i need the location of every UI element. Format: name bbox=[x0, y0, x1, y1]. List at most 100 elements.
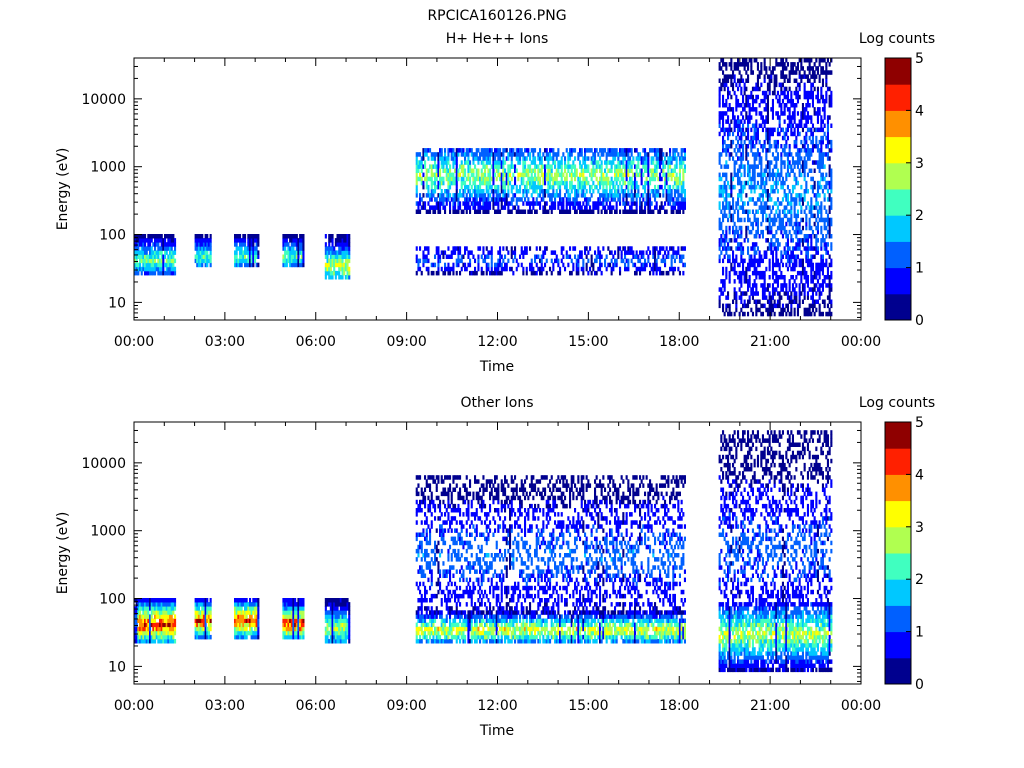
spectrogram-cell bbox=[542, 205, 545, 210]
spectrogram-cell bbox=[605, 189, 608, 194]
spectrogram-cell bbox=[435, 205, 438, 210]
spectrogram-cell bbox=[595, 160, 598, 165]
spectrogram-cell bbox=[464, 160, 467, 165]
spectrogram-cell bbox=[590, 176, 593, 182]
spectrogram-cell bbox=[617, 160, 620, 165]
spectrogram-cell bbox=[140, 242, 143, 247]
spectrogram-cell bbox=[452, 193, 455, 198]
spectrogram-cell bbox=[204, 254, 207, 259]
spectrogram-cell bbox=[728, 193, 731, 198]
spectrogram-cell bbox=[650, 189, 653, 194]
spectrogram-cell bbox=[745, 225, 748, 231]
spectrogram-cell bbox=[803, 107, 806, 112]
spectrogram-cell bbox=[539, 201, 542, 206]
spectrogram-cell bbox=[234, 234, 237, 239]
spectrogram-cell bbox=[527, 201, 530, 206]
spectrogram-cell bbox=[160, 250, 163, 255]
spectrogram-cell bbox=[765, 168, 768, 173]
spectrogram-cell bbox=[500, 184, 503, 190]
spectrogram-cell bbox=[826, 180, 829, 186]
spectrogram-cell bbox=[549, 156, 552, 161]
spectrogram-cell bbox=[257, 250, 260, 255]
spectrogram-cell bbox=[635, 168, 638, 173]
spectrogram-cell bbox=[579, 254, 582, 259]
spectrogram-cell bbox=[677, 189, 680, 194]
spectrogram-cell bbox=[534, 254, 537, 259]
spectrogram-cell bbox=[290, 254, 293, 259]
spectrogram-cell bbox=[290, 234, 293, 239]
spectrogram-cell bbox=[569, 164, 572, 169]
spectrogram-cell bbox=[602, 152, 605, 157]
spectrogram-cell bbox=[751, 291, 754, 296]
spectrogram-cell bbox=[678, 209, 681, 214]
spectrogram-cell bbox=[810, 148, 813, 153]
spectrogram-cell bbox=[816, 270, 819, 276]
spectrogram-cell bbox=[517, 152, 520, 157]
spectrogram-cell bbox=[247, 262, 250, 268]
spectrogram-cell bbox=[534, 189, 537, 194]
spectrogram-cell bbox=[235, 238, 238, 243]
spectrogram-cell bbox=[634, 209, 637, 214]
spectrogram-cell bbox=[495, 266, 498, 272]
spectrogram-cell bbox=[723, 283, 726, 288]
spectrogram-cell bbox=[487, 266, 490, 272]
spectrogram-cell bbox=[415, 160, 418, 165]
spectrogram-cell bbox=[560, 209, 563, 214]
spectrogram-cell bbox=[522, 201, 525, 206]
spectrogram-cell bbox=[622, 156, 625, 161]
spectrogram-cell bbox=[452, 209, 455, 214]
spectrogram-cell bbox=[430, 193, 433, 198]
spectrogram-cell bbox=[820, 311, 823, 317]
spectrogram-cell bbox=[786, 107, 789, 112]
spectrogram-cell bbox=[419, 164, 422, 169]
spectrogram-cell bbox=[592, 164, 595, 169]
spectrogram-cell bbox=[482, 160, 485, 165]
spectrogram-cell bbox=[604, 168, 607, 173]
spectrogram-cell bbox=[567, 201, 570, 206]
spectrogram-cell bbox=[562, 209, 565, 214]
spectrogram-cell bbox=[439, 176, 442, 182]
spectrogram-cell bbox=[732, 266, 735, 272]
spectrogram-cell bbox=[805, 139, 808, 145]
spectrogram-cell bbox=[429, 205, 432, 210]
spectrogram-cell bbox=[813, 184, 816, 190]
spectrogram-cell bbox=[742, 205, 745, 210]
spectrogram-cell bbox=[137, 242, 140, 247]
spectrogram-cell bbox=[627, 266, 630, 272]
spectrogram-cell bbox=[622, 197, 625, 202]
spectrogram-cell bbox=[790, 266, 793, 272]
spectrogram-cell bbox=[442, 270, 445, 276]
spectrogram-cell bbox=[474, 176, 477, 182]
spectrogram-cell bbox=[815, 139, 818, 145]
spectrogram-cell bbox=[796, 221, 799, 227]
spectrogram-cell bbox=[659, 156, 662, 161]
spectrogram-cell bbox=[747, 115, 750, 120]
spectrogram-cell bbox=[140, 258, 143, 264]
spectrogram-cell bbox=[673, 180, 676, 186]
spectrogram-cell bbox=[816, 250, 819, 255]
spectrogram-cell bbox=[821, 127, 824, 133]
spectrogram-cell bbox=[727, 131, 730, 137]
spectrogram-cell bbox=[637, 164, 640, 169]
spectrogram-cell bbox=[542, 152, 545, 157]
spectrogram-cell bbox=[252, 254, 255, 259]
spectrogram-cell bbox=[457, 246, 460, 251]
spectrogram-cell bbox=[634, 201, 637, 206]
spectrogram-cell bbox=[760, 164, 763, 169]
spectrogram-cell bbox=[828, 299, 831, 304]
spectrogram-cell bbox=[535, 254, 538, 259]
spectrogram-cell bbox=[751, 242, 754, 247]
spectrogram-cell bbox=[781, 307, 784, 313]
spectrogram-cell bbox=[207, 242, 210, 247]
spectrogram-cell bbox=[487, 176, 490, 182]
spectrogram-cell bbox=[811, 213, 814, 219]
spectrogram-cell bbox=[803, 90, 806, 96]
spectrogram-cell bbox=[140, 250, 143, 255]
spectrogram-cell bbox=[733, 229, 736, 235]
x-tick-label: 03:00 bbox=[205, 334, 245, 350]
spectrogram-cell bbox=[492, 156, 495, 161]
spectrogram-cell bbox=[509, 180, 512, 186]
spectrogram-cell bbox=[346, 246, 349, 251]
spectrogram-cell bbox=[567, 193, 570, 198]
spectrogram-cell bbox=[791, 262, 794, 268]
